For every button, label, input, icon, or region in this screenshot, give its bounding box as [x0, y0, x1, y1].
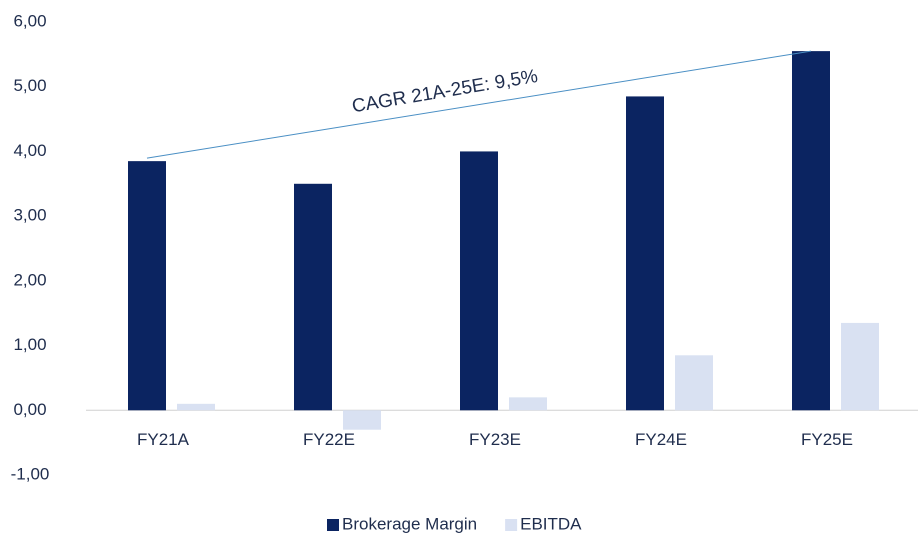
y-tick-label: 5,00 [13, 76, 46, 95]
legend-label: EBITDA [520, 514, 582, 533]
bar [675, 355, 713, 411]
legend-swatch [327, 519, 339, 531]
bar [294, 183, 332, 411]
y-tick-label: -1,00 [11, 464, 50, 483]
bar [460, 151, 498, 411]
bar [509, 397, 547, 411]
y-tick-label: 1,00 [13, 335, 46, 354]
y-tick-label: 4,00 [13, 141, 46, 160]
bar [626, 96, 664, 411]
cagr-line [146, 50, 812, 159]
bar [128, 161, 166, 411]
bar [841, 322, 879, 411]
x-tick-label: FY23E [469, 430, 521, 449]
x-tick-label: FY25E [801, 430, 853, 449]
y-tick-label: 0,00 [13, 400, 46, 419]
bar [343, 410, 381, 430]
x-tick-label: FY21A [137, 430, 190, 449]
bar [177, 403, 215, 411]
x-tick-label: FY22E [303, 430, 355, 449]
x-tick-label: FY24E [635, 430, 687, 449]
y-tick-label: 3,00 [13, 206, 46, 225]
legend-label: Brokerage Margin [342, 514, 477, 533]
y-tick-label: 6,00 [13, 11, 46, 30]
bar [792, 51, 830, 411]
y-tick-label: 2,00 [13, 270, 46, 289]
legend-swatch [505, 519, 518, 531]
